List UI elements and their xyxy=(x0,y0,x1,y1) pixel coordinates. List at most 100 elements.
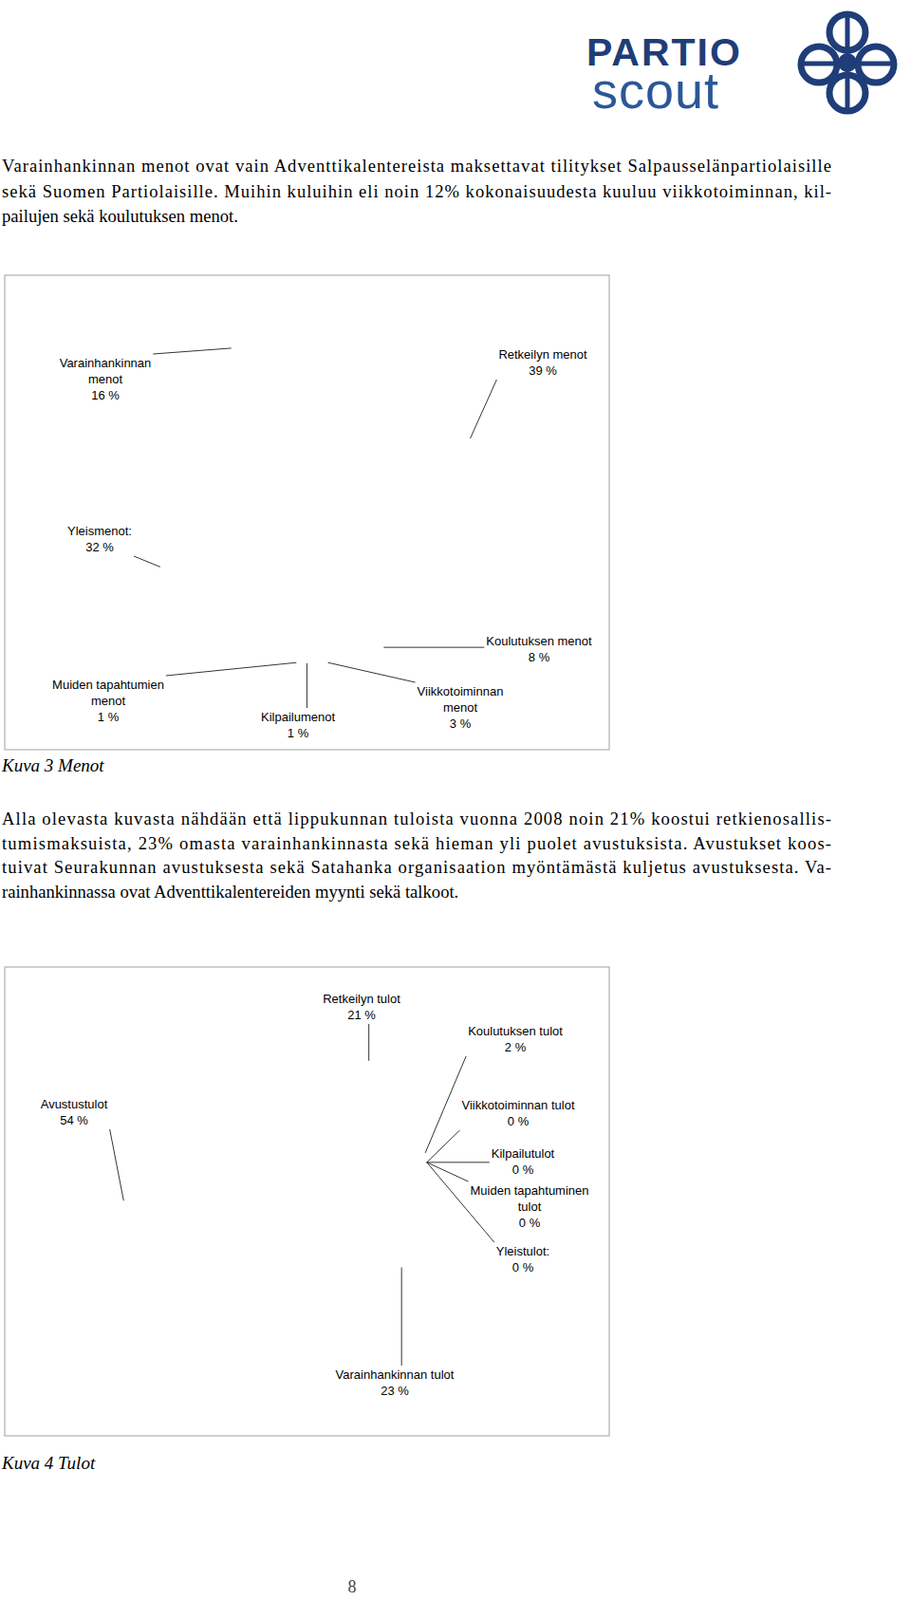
page-svg: PARTIOscout Varainhankinnan menot ovat va… xyxy=(0,0,911,1600)
slice-name-line: Viikkotoiminnan tulot xyxy=(462,1097,576,1113)
slice-label: Avustustulot54 % xyxy=(40,1096,109,1128)
slice-label: Viikkotoiminnanmenot3 % xyxy=(417,684,504,731)
slice-name: Koulutuksen tulot xyxy=(467,1023,563,1039)
logo: PARTIOscout xyxy=(586,13,895,119)
slice-name-line: Viikkotoiminnan xyxy=(417,684,504,699)
paragraph-line: rainhankinnassa ovat Adventtikalentereid… xyxy=(1,881,459,902)
page-number: 8 xyxy=(348,1577,357,1597)
slice-value: 39 % xyxy=(528,363,558,378)
slice-name-line: menot xyxy=(88,371,124,387)
leader-line xyxy=(427,1161,490,1163)
slice-name: Muiden tapahtumienmenot xyxy=(52,677,165,708)
slice-value: 16 % xyxy=(91,388,120,403)
slice-name: Yleistulot: xyxy=(496,1244,550,1259)
slice-label: Koulutuksen menot8 % xyxy=(485,633,593,665)
paragraph-line: pailujen sekä koulutuksen menot. xyxy=(1,205,239,226)
paragraph-line: Varainhankinnan menot ovat vain Adventti… xyxy=(1,155,832,176)
slice-name-line: Varainhankinnan xyxy=(59,355,152,371)
slice-label: Varainhankinnan tulot23 % xyxy=(335,1367,455,1398)
leader-line xyxy=(328,662,416,683)
slice-name: Retkeilyn tulot xyxy=(322,991,401,1006)
leader-line xyxy=(470,379,498,439)
leader-line xyxy=(133,556,161,567)
paragraph: Alla olevasta kuvasta nähdään että lippu… xyxy=(1,808,832,902)
slice-name-line: Retkeilyn tulot xyxy=(322,991,401,1006)
slice-value: 3 % xyxy=(449,716,472,731)
slice-name: Viikkotoiminnanmenot xyxy=(417,684,504,715)
slice-name: Varainhankinnanmenot xyxy=(59,355,152,387)
slice-name-line: Muiden tapahtumien xyxy=(52,677,165,692)
pie-chart: Retkeilyn tulot21 % Koulutuksen tulot2 % V… xyxy=(4,966,610,1436)
slice-name-line: Kilpailutulot xyxy=(491,1146,556,1161)
data-labels: Retkeilyn menot39 % Koulutuksen menot8 % V… xyxy=(52,347,593,741)
paragraph-line: sekä Suomen Partiolaisille. Muihin kului… xyxy=(1,181,832,202)
slice-name-line: Yleismenot: xyxy=(67,523,132,539)
leader-line xyxy=(401,1266,403,1366)
leader-line xyxy=(383,647,484,649)
page: PARTIOscout Varainhankinnan menot ovat va… xyxy=(0,0,911,1600)
figure-caption: Kuva 3 Menot xyxy=(0,755,105,776)
slice-label: Varainhankinnanmenot16 % xyxy=(59,355,152,403)
leader-line xyxy=(427,1162,495,1243)
pie-chart: Retkeilyn menot39 % Koulutuksen menot8 % V… xyxy=(4,275,610,750)
chart-frame xyxy=(4,966,610,1436)
slice-value: 21 % xyxy=(347,1007,376,1023)
slice-label: Muiden tapahtumienmenot1 % xyxy=(52,677,165,725)
slice-label: Muiden tapahtuminentulot0 % xyxy=(469,1183,589,1230)
slice-name: Yleismenot: xyxy=(67,523,132,539)
slice-label: Yleismenot:32 % xyxy=(67,523,132,555)
slice-value: 23 % xyxy=(380,1383,410,1398)
slice-name-line: menot xyxy=(443,700,479,715)
leader-line xyxy=(152,348,231,354)
paragraph-line: tumismaksuista, 23% omasta varainhankinn… xyxy=(1,833,832,854)
leader-line xyxy=(427,1162,469,1182)
slice-label: Retkeilyn menot39 % xyxy=(498,347,588,378)
slice-name-line: tulot xyxy=(518,1199,542,1214)
slice-value: 1 % xyxy=(97,709,120,725)
leader-line xyxy=(166,662,297,676)
leader-line xyxy=(425,1056,466,1153)
slice-value: 0 % xyxy=(512,1260,535,1275)
slice-name: Koulutuksen menot xyxy=(485,633,593,649)
leader-line xyxy=(427,1130,461,1163)
slice-name-line: Kilpailumenot xyxy=(260,709,335,725)
slice-value: 8 % xyxy=(528,650,551,665)
slice-name: Varainhankinnan tulot xyxy=(335,1367,455,1382)
slice-value: 0 % xyxy=(512,1162,535,1177)
slice-name: Avustustulot xyxy=(40,1096,109,1112)
slice-name: Kilpailumenot xyxy=(260,709,335,725)
slice-value: 0 % xyxy=(519,1215,541,1230)
slice-value: 54 % xyxy=(59,1113,89,1128)
slice-name-line: Koulutuksen tulot xyxy=(467,1023,563,1039)
slice-name: Muiden tapahtuminentulot xyxy=(469,1183,589,1214)
slice-value: 2 % xyxy=(504,1040,527,1055)
slice-name-line: Muiden tapahtuminen xyxy=(469,1183,589,1198)
emblem-cross xyxy=(799,13,895,112)
figure-caption: Kuva 4 Tulot xyxy=(0,1452,96,1473)
chart-frame xyxy=(4,275,610,750)
slice-value: 32 % xyxy=(85,539,114,555)
paragraph-line: Alla olevasta kuvasta nähdään että lippu… xyxy=(1,808,832,829)
slice-name: Kilpailutulot xyxy=(491,1146,556,1161)
slice-label: Koulutuksen tulot2 % xyxy=(467,1023,563,1055)
data-labels: Retkeilyn tulot21 % Koulutuksen tulot2 % V… xyxy=(40,991,590,1398)
slice-label: Retkeilyn tulot21 % xyxy=(322,991,401,1023)
leader-line xyxy=(306,663,308,708)
slice-label: Yleistulot:0 % xyxy=(496,1244,550,1275)
slice-name-line: Yleistulot: xyxy=(496,1244,550,1259)
logo-emblem xyxy=(799,13,895,112)
slice-name-line: Koulutuksen menot xyxy=(485,633,593,649)
slice-value: 0 % xyxy=(507,1114,530,1129)
slice-name: Viikkotoiminnan tulot xyxy=(462,1097,576,1113)
leader-line xyxy=(110,1129,125,1201)
slice-label: Kilpailumenot1 % xyxy=(260,709,335,741)
slice-name: Retkeilyn menot xyxy=(498,347,588,362)
slice-label: Viikkotoiminnan tulot0 % xyxy=(462,1097,576,1129)
logo-sub: scout xyxy=(592,61,720,119)
slice-name-line: Retkeilyn menot xyxy=(498,347,588,362)
slice-name-line: menot xyxy=(91,693,127,708)
leader-line xyxy=(368,1023,370,1061)
slice-name-line: Avustustulot xyxy=(40,1096,109,1112)
paragraph-line: tuivat Seurakunnan avustuksesta sekä Sat… xyxy=(1,856,832,877)
paragraph: Varainhankinnan menot ovat vain Adventti… xyxy=(1,155,832,226)
